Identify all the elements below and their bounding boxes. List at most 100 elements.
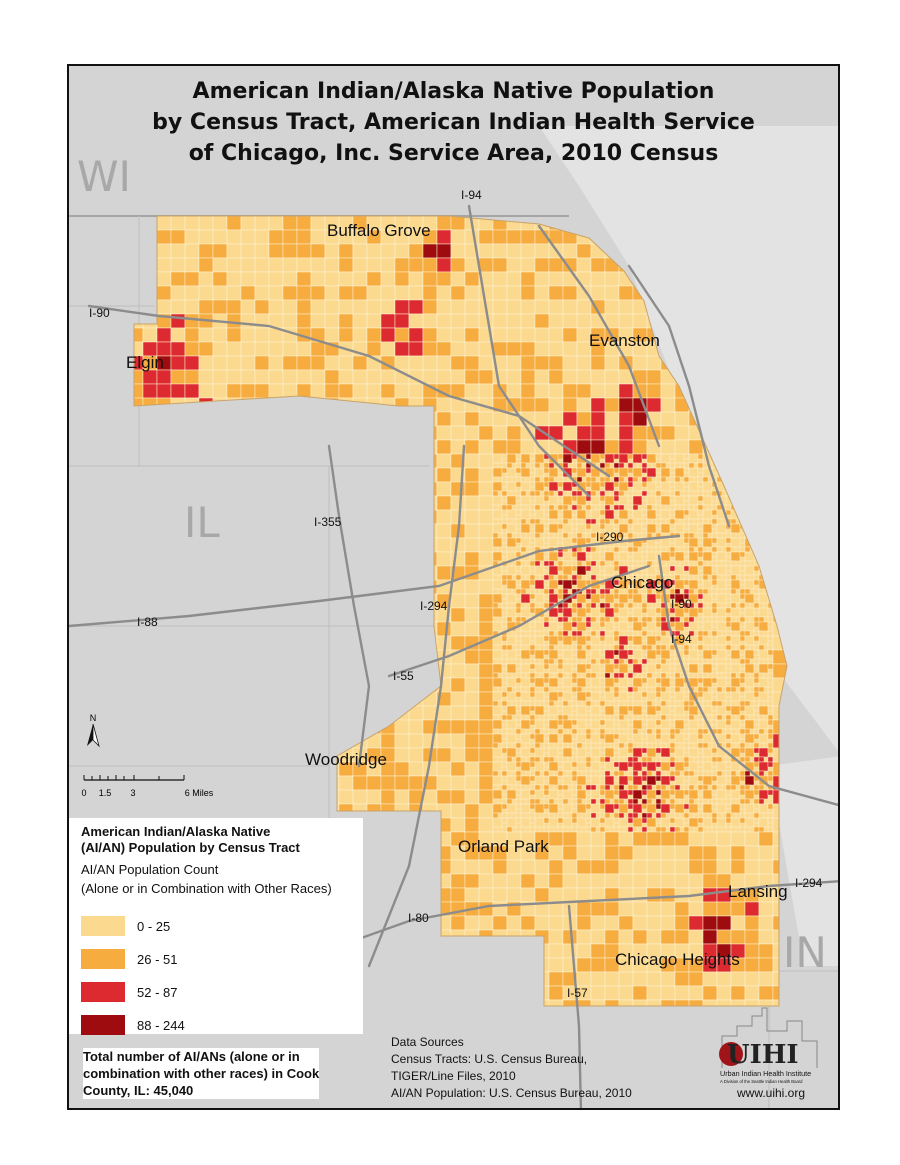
- census-tract: [702, 537, 713, 548]
- census-tract: [548, 677, 559, 688]
- census-tract: [557, 476, 564, 483]
- census-tract: [613, 803, 620, 810]
- census-tract: [492, 327, 508, 343]
- census-tract: [674, 803, 685, 814]
- census-tract: [557, 490, 564, 497]
- census-tract: [506, 490, 513, 497]
- census-tract: [492, 826, 499, 833]
- census-tract: [655, 663, 662, 670]
- census-tract: [669, 509, 676, 516]
- census-tract: [557, 649, 564, 656]
- census-tract: [478, 649, 494, 665]
- census-tract: [506, 756, 513, 763]
- census-tract: [646, 621, 657, 632]
- census-tract: [632, 733, 643, 744]
- census-tract: [520, 285, 536, 301]
- census-tract: [646, 775, 657, 786]
- census-tract: [366, 383, 382, 399]
- census-tract: [501, 565, 508, 572]
- census-tract: [585, 546, 592, 553]
- census-tract: [688, 775, 699, 786]
- census-tract: [711, 756, 718, 763]
- census-tract: [492, 341, 508, 357]
- census-tract: [716, 719, 727, 730]
- census-tract: [725, 509, 732, 516]
- census-tract: [515, 574, 522, 581]
- census-tract: [520, 859, 536, 875]
- census-tract: [515, 663, 522, 670]
- census-tract: [683, 490, 690, 497]
- census-tract: [585, 812, 592, 819]
- census-tract: [590, 672, 597, 679]
- census-tract: [506, 803, 517, 814]
- census-tract: [534, 826, 541, 833]
- census-tract: [613, 453, 620, 460]
- census-tract: [697, 518, 704, 525]
- census-tract: [543, 588, 550, 595]
- census-tract: [501, 770, 508, 777]
- census-tract: [669, 523, 676, 530]
- census-tract: [492, 859, 508, 875]
- census-tract: [562, 831, 578, 847]
- census-tract: [604, 672, 611, 679]
- census-tract: [436, 285, 452, 301]
- census-tract: [711, 677, 718, 684]
- census-tract: [394, 285, 410, 301]
- census-tract: [683, 803, 690, 810]
- census-tract: [646, 817, 657, 828]
- census-tract: [585, 644, 592, 651]
- census-tract: [618, 649, 629, 660]
- census-tract: [543, 672, 550, 679]
- census-tract: [716, 565, 727, 576]
- census-tract: [184, 271, 200, 287]
- census-tract: [450, 887, 466, 903]
- census-tract: [674, 798, 681, 805]
- census-tract: [711, 644, 718, 651]
- census-tract: [501, 481, 508, 488]
- census-tract: [632, 635, 643, 646]
- census-tract: [716, 658, 723, 665]
- census-tract: [501, 518, 508, 525]
- census-tract: [702, 476, 709, 483]
- census-tract: [506, 453, 517, 464]
- census-tract: [571, 775, 578, 782]
- census-tract: [464, 299, 480, 315]
- census-tract: [758, 728, 765, 735]
- census-tract: [529, 607, 536, 614]
- census-tract: [641, 523, 648, 530]
- census-tract: [599, 453, 606, 460]
- census-tract: [604, 971, 620, 987]
- census-tract: [739, 551, 746, 558]
- census-tract: [641, 644, 648, 651]
- census-tract: [557, 714, 564, 721]
- census-tract: [646, 467, 657, 478]
- census-tract: [576, 831, 592, 847]
- census-tract: [739, 686, 746, 693]
- census-tract: [646, 630, 653, 637]
- census-tract: [744, 672, 751, 679]
- census-tract: [436, 216, 452, 231]
- census-tract: [660, 775, 671, 786]
- highway-network: [69, 204, 838, 1108]
- city-label-buffalo-grove: Buffalo Grove: [327, 221, 431, 240]
- census-tract: [618, 733, 629, 744]
- census-tract: [529, 481, 536, 488]
- census-tract: [576, 355, 592, 371]
- census-tract: [184, 257, 200, 273]
- census-tract: [674, 812, 681, 819]
- census-tract: [590, 616, 597, 623]
- census-tract: [585, 700, 592, 707]
- census-tract: [739, 588, 746, 595]
- census-tract: [184, 313, 200, 329]
- census-tract: [599, 602, 606, 609]
- census-tract: [506, 887, 522, 903]
- census-tract: [590, 742, 597, 749]
- census-tract: [688, 621, 699, 632]
- census-tract: [464, 705, 480, 721]
- census-tract: [646, 518, 653, 525]
- census-tract: [641, 490, 648, 497]
- census-tract: [590, 873, 606, 889]
- census-tract: [352, 271, 368, 287]
- census-tract: [576, 532, 583, 539]
- census-tract: [576, 257, 592, 273]
